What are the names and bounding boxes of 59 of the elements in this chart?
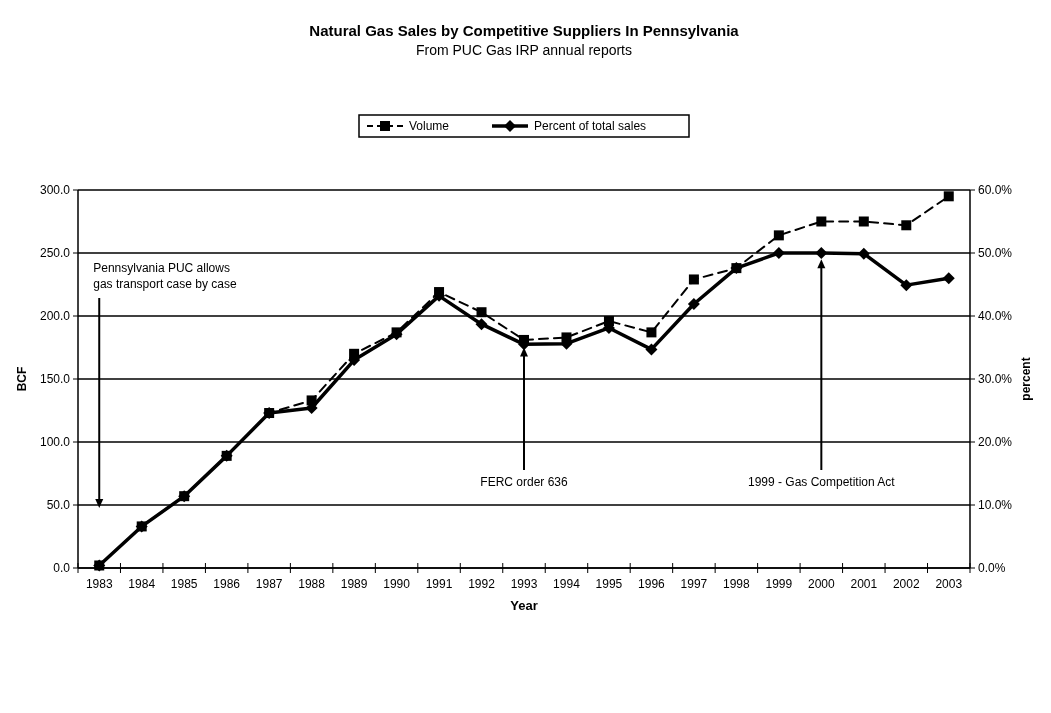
y-tick-label: 300.0 xyxy=(39,183,71,198)
x-tick-label: 1998 xyxy=(723,577,751,591)
legend-label: Volume xyxy=(409,119,450,134)
x-tick-label: 1986 xyxy=(213,577,241,591)
point xyxy=(772,247,785,259)
point xyxy=(645,343,658,356)
point xyxy=(475,318,488,331)
point xyxy=(773,230,784,241)
point xyxy=(476,307,487,318)
y2-tick-label: 30.0% xyxy=(978,372,1013,387)
y2-tick-label: 20.0% xyxy=(978,435,1013,450)
x-tick-label: 2003 xyxy=(935,577,963,591)
x-tick-label: 1994 xyxy=(553,577,581,591)
x-tick-label: 1984 xyxy=(128,577,156,591)
y2-tick-label: 60.0% xyxy=(978,183,1013,198)
x-tick-label: 1993 xyxy=(510,577,538,591)
annotation: Pennsylvania PUC allows gas transport case by case xyxy=(93,261,237,291)
point xyxy=(688,274,699,285)
x-tick-label: 1997 xyxy=(680,577,708,591)
chart-title: Natural Gas Sales by Competitive Suppliers In Pennsylvania xyxy=(309,22,740,39)
x-tick-label: 1995 xyxy=(595,577,623,591)
point xyxy=(646,327,657,338)
x-tick-label: 1988 xyxy=(298,577,326,591)
point xyxy=(858,216,869,227)
chart-subtitle: From PUC Gas IRP annual reports xyxy=(415,42,633,58)
y-tick-label: 200.0 xyxy=(39,309,71,324)
x-tick-label: 2002 xyxy=(892,577,920,591)
x-tick-label: 1989 xyxy=(340,577,368,591)
y2-axis-title: percent xyxy=(1019,357,1033,401)
y-tick-label: 100.0 xyxy=(39,435,71,450)
x-axis-title: Year xyxy=(510,598,538,613)
y-tick-label: 250.0 xyxy=(39,246,71,261)
point xyxy=(901,220,912,231)
y-tick-label: 150.0 xyxy=(39,372,71,387)
x-tick-label: 1999 xyxy=(765,577,793,591)
y2-tick-label: 40.0% xyxy=(978,309,1013,324)
y2-tick-label: 10.0% xyxy=(978,498,1013,513)
x-tick-label: 1990 xyxy=(383,577,411,591)
y-axis-title: BCF xyxy=(15,366,29,392)
x-tick-label: 1996 xyxy=(638,577,666,591)
x-tick-label: 1992 xyxy=(468,577,496,591)
point xyxy=(942,272,955,285)
annotation: 1999 - Gas Competition Act xyxy=(747,475,896,489)
point xyxy=(816,216,827,227)
x-tick-label: 2000 xyxy=(807,577,835,591)
x-tick-label: 1985 xyxy=(170,577,198,591)
point xyxy=(900,279,913,292)
point xyxy=(943,191,954,202)
point xyxy=(687,298,700,311)
annotation: FERC order 636 xyxy=(480,475,569,489)
legend-label: Percent of total sales xyxy=(534,119,647,134)
x-tick-label: 1991 xyxy=(425,577,453,591)
x-tick-label: 2001 xyxy=(850,577,878,591)
x-tick-label: 1983 xyxy=(85,577,113,591)
y-tick-label: 50.0 xyxy=(46,498,71,513)
x-tick-label: 1987 xyxy=(255,577,283,591)
y-tick-label: 0.0 xyxy=(53,561,71,576)
y2-tick-label: 0.0% xyxy=(978,561,1006,576)
y2-tick-label: 50.0% xyxy=(978,246,1013,261)
